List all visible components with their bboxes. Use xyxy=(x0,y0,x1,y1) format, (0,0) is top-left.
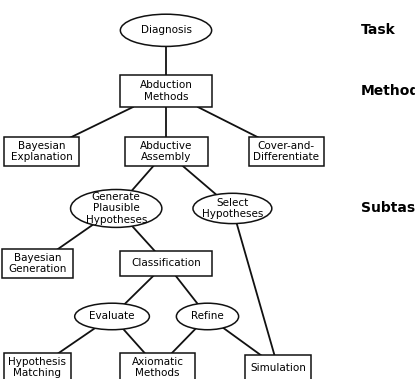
Ellipse shape xyxy=(71,190,162,227)
Ellipse shape xyxy=(176,303,239,330)
FancyBboxPatch shape xyxy=(4,138,79,166)
Text: Axiomatic
Methods: Axiomatic Methods xyxy=(132,357,184,378)
FancyBboxPatch shape xyxy=(249,138,324,166)
FancyBboxPatch shape xyxy=(124,138,208,166)
Text: Classification: Classification xyxy=(131,258,201,268)
Text: Subtask: Subtask xyxy=(361,202,415,215)
FancyBboxPatch shape xyxy=(4,353,71,379)
Text: Cover-and-
Differentiate: Cover-and- Differentiate xyxy=(253,141,320,162)
FancyBboxPatch shape xyxy=(120,251,212,276)
Text: Task: Task xyxy=(361,23,396,37)
Text: Generate
Plausible
Hypotheses: Generate Plausible Hypotheses xyxy=(85,192,147,225)
Text: Bayesian
Generation: Bayesian Generation xyxy=(8,253,66,274)
Text: Evaluate: Evaluate xyxy=(89,312,135,321)
Text: Hypothesis
Matching: Hypothesis Matching xyxy=(8,357,66,378)
FancyBboxPatch shape xyxy=(245,356,311,379)
Ellipse shape xyxy=(120,14,212,47)
FancyBboxPatch shape xyxy=(120,75,212,107)
Ellipse shape xyxy=(75,303,149,330)
Text: Refine: Refine xyxy=(191,312,224,321)
FancyBboxPatch shape xyxy=(2,249,73,277)
Text: Diagnosis: Diagnosis xyxy=(141,25,191,35)
Ellipse shape xyxy=(193,193,272,224)
Text: Simulation: Simulation xyxy=(250,363,306,373)
Text: Select
Hypotheses: Select Hypotheses xyxy=(202,198,263,219)
Text: Abduction
Methods: Abduction Methods xyxy=(139,80,193,102)
Text: Method: Method xyxy=(361,84,415,98)
Text: Abductive
Assembly: Abductive Assembly xyxy=(140,141,192,162)
FancyBboxPatch shape xyxy=(120,353,195,379)
Text: Bayesian
Explanation: Bayesian Explanation xyxy=(11,141,72,162)
